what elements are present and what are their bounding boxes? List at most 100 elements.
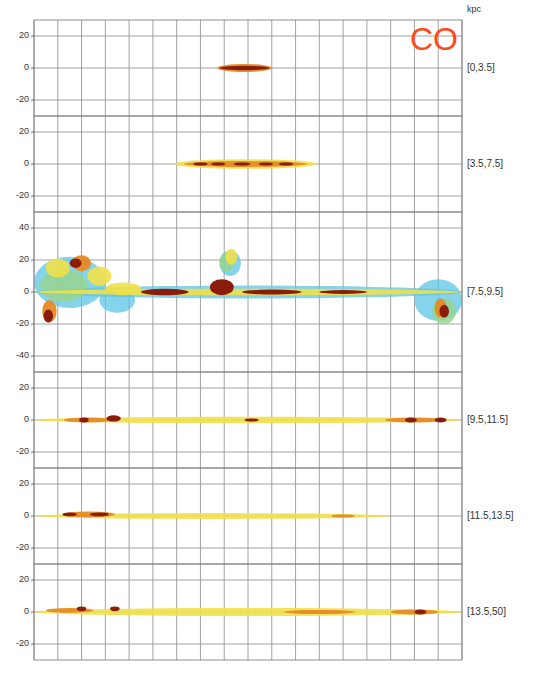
emission-blob [63,512,77,516]
tick-label-y: 0 [24,510,29,520]
emission [34,415,462,423]
grid-line-y [34,324,462,325]
tick-label-y: 20 [19,478,29,488]
tick-label-y: 40 [19,222,29,232]
tick-label-y: 20 [19,382,29,392]
emission-blob [242,290,301,295]
grid-line-y [34,484,462,485]
tick-y [31,516,34,517]
emission-blob [107,415,121,421]
emission-blob [42,300,56,322]
emission [34,249,462,324]
frame [34,372,462,468]
emission-blob [439,305,449,318]
panel-label: [13.5,50] [467,606,506,617]
emission-blob [259,162,273,165]
emission-blob [77,606,87,611]
tick-label-y: 20 [19,254,29,264]
emission-blob [210,279,234,295]
emission-blob [225,249,237,265]
tick-label-y: 0 [24,62,29,72]
emission-blob [64,418,112,423]
tick-label-y: -20 [16,318,29,328]
tick-y [31,100,34,101]
emission-blob [279,162,293,165]
emission [174,159,317,169]
emission-blob [234,162,251,165]
emission-blob [331,514,355,517]
tick-y [31,164,34,165]
panel: -20020[13.5,50] [16,564,506,660]
emission-blob [184,161,308,167]
tick-label-y: -20 [16,94,29,104]
grid-line-y [34,548,462,549]
tick-y [31,196,34,197]
tick-y [31,452,34,453]
emission-blob [174,159,317,169]
grid-line-y [34,388,462,389]
emission-blob [34,608,462,616]
emission-blob [141,289,189,295]
tick-y [31,228,34,229]
emission-blob [79,418,89,423]
emission-blob [90,512,109,516]
emission-blob [432,298,456,324]
tick-y [31,292,34,293]
emission-blob [219,66,269,70]
tick-label-y: -40 [16,350,29,360]
tick-label-y: 0 [24,414,29,424]
panel: -40-2002040[7.5,9.5] [16,212,503,372]
emission-blob [46,608,94,613]
frame [34,20,462,116]
emission-blob [405,418,417,423]
unit-label: kpc [467,4,482,14]
emission-blob [34,286,462,299]
tick-y [31,356,34,357]
grid-line-y [34,356,462,357]
panel-label: [9.5,11.5] [467,414,508,425]
grid-line-y [34,580,462,581]
grid-line-y [34,260,462,261]
tick-label-y: 0 [24,606,29,616]
tick-label-y: 20 [19,30,29,40]
tick-label-y: -20 [16,542,29,552]
tick-y [31,324,34,325]
emission-blob [46,258,70,277]
emission-blob [63,512,115,518]
emission-blob [217,64,272,72]
emission [34,512,391,519]
tick-label-y: 0 [24,158,29,168]
emission [217,64,272,72]
grid-line-y [34,132,462,133]
tick-y [31,68,34,69]
tick-label-y: -20 [16,446,29,456]
panel: -20020[11.5,13.5] [16,468,514,564]
panel-label: [3.5,7.5] [467,158,503,169]
panel-label: [0,3.5] [467,62,495,73]
emission-blob [319,290,367,294]
panel: -20 0 20 [9.5,11.5] [16,372,508,468]
tick-y [31,132,34,133]
emission-blob [34,289,462,295]
emission-blob [244,418,258,421]
tick-label-y: 0 [24,286,29,296]
panel: -20020[3.5,7.5] [16,116,503,212]
tick-y [31,388,34,389]
grid-line-y [34,100,462,101]
tick-y [31,420,34,421]
emission-blob [110,606,120,611]
grid-line-y [34,36,462,37]
frame [34,212,462,372]
grid-line-y [34,644,462,645]
frame [34,116,462,212]
tick-label-y: -20 [16,190,29,200]
emission-blob [34,417,462,423]
grid-line-y [34,196,462,197]
panel: -20 0 20 [0,3.5] [16,20,495,116]
tick-y [31,36,34,37]
emission-blob [391,610,439,615]
tick-y [31,260,34,261]
emission [34,606,462,616]
tick-y [31,580,34,581]
emission-blob [284,610,355,614]
